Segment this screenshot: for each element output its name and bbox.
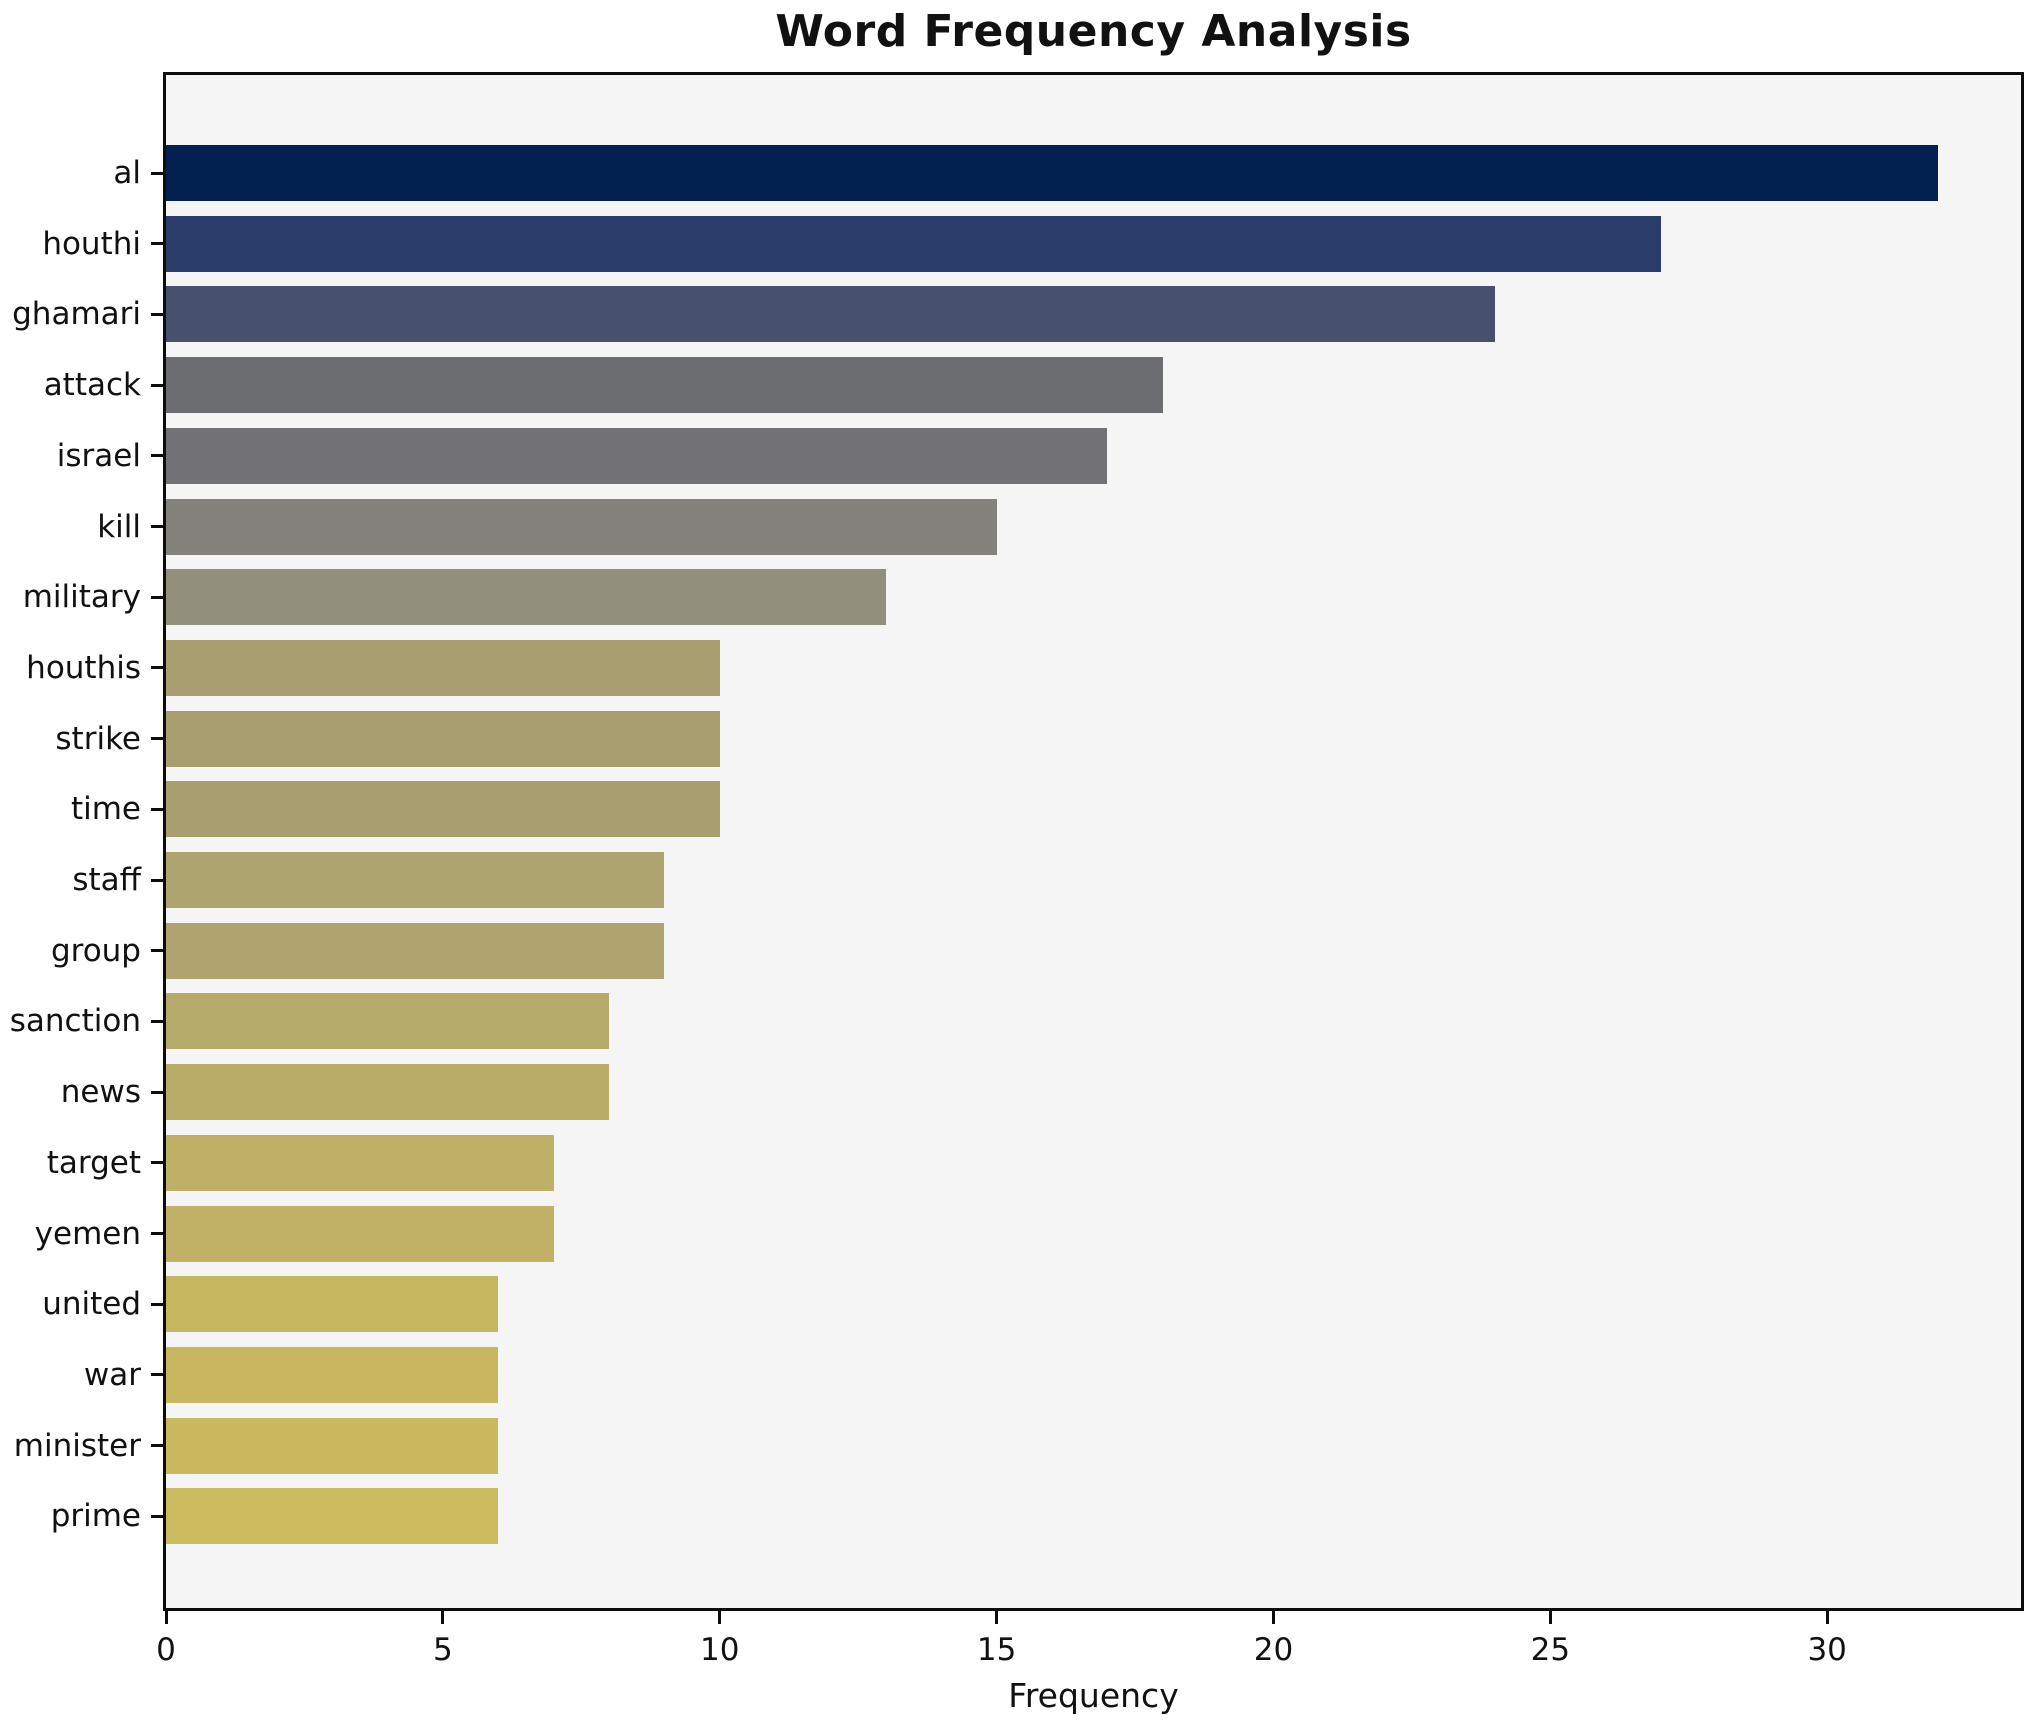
y-tick-label-ghamari: ghamari xyxy=(12,296,141,333)
bar-time xyxy=(166,781,720,838)
y-tick-label-houthis: houthis xyxy=(26,649,141,686)
y-tick-label-kill: kill xyxy=(97,508,141,545)
bar-houthi xyxy=(166,215,1662,272)
y-tick-mark xyxy=(151,1161,163,1165)
y-tick-label-military: military xyxy=(22,579,141,616)
x-axis-label: Frequency xyxy=(1008,1676,1179,1715)
y-tick-mark xyxy=(151,525,163,528)
y-tick-mark xyxy=(151,1444,163,1448)
bar-al xyxy=(166,145,1938,201)
y-tick-label-prime: prime xyxy=(50,1498,141,1535)
x-tick-label-5: 5 xyxy=(432,1632,453,1668)
bar-yemen xyxy=(166,1205,554,1262)
x-tick-mark xyxy=(1548,1611,1552,1624)
y-tick-label-sanction: sanction xyxy=(9,1003,141,1040)
y-tick-mark xyxy=(151,737,163,741)
y-tick-mark xyxy=(151,595,163,599)
bar-war xyxy=(166,1346,499,1403)
bar-minister xyxy=(166,1417,499,1474)
y-tick-mark xyxy=(151,312,163,316)
bar-target xyxy=(166,1134,554,1191)
y-tick-mark xyxy=(151,1090,163,1094)
y-tick-label-united: united xyxy=(42,1286,141,1323)
y-tick-label-yemen: yemen xyxy=(34,1215,141,1252)
y-tick-mark xyxy=(151,1019,163,1023)
x-tick-label-25: 25 xyxy=(1530,1632,1571,1668)
y-tick-label-war: war xyxy=(83,1356,141,1393)
y-tick-mark xyxy=(151,878,163,882)
x-tick-label-20: 20 xyxy=(1253,1632,1294,1668)
bar-news xyxy=(166,1064,609,1121)
y-tick-mark xyxy=(151,1302,163,1306)
x-tick-mark xyxy=(1271,1611,1275,1624)
y-tick-label-staff: staff xyxy=(72,862,141,898)
bar-staff xyxy=(166,852,665,908)
bar-israel xyxy=(166,427,1108,484)
chart-title: Word Frequency Analysis xyxy=(775,6,1412,57)
y-tick-mark xyxy=(151,807,163,811)
y-tick-label-al: al xyxy=(113,155,141,191)
y-tick-mark xyxy=(151,666,163,670)
bar-military xyxy=(166,569,886,626)
x-tick-mark xyxy=(1825,1611,1829,1624)
y-tick-mark xyxy=(151,454,163,458)
y-tick-mark xyxy=(151,1514,163,1518)
x-tick-mark xyxy=(718,1611,722,1624)
y-tick-label-target: target xyxy=(46,1144,141,1181)
y-tick-mark xyxy=(151,1373,163,1377)
bar-ghamari xyxy=(166,286,1495,343)
y-tick-label-news: news xyxy=(60,1074,141,1111)
bar-strike xyxy=(166,710,720,767)
x-tick-mark xyxy=(995,1611,999,1624)
x-tick-mark xyxy=(441,1611,445,1624)
bar-group xyxy=(166,922,665,979)
bar-prime xyxy=(166,1488,499,1545)
bar-houthis xyxy=(166,639,720,696)
y-tick-label-group: group xyxy=(50,932,141,969)
y-tick-label-attack: attack xyxy=(43,367,141,404)
y-tick-mark xyxy=(151,242,163,246)
y-tick-label-time: time xyxy=(70,791,141,828)
bar-sanction xyxy=(166,993,609,1050)
x-tick-label-0: 0 xyxy=(156,1632,176,1668)
y-tick-label-strike: strike xyxy=(55,720,141,757)
y-tick-mark xyxy=(151,171,163,175)
bar-kill xyxy=(166,498,997,555)
y-tick-label-minister: minister xyxy=(13,1427,141,1464)
x-tick-label-30: 30 xyxy=(1807,1632,1847,1668)
bar-attack xyxy=(166,357,1163,414)
x-tick-mark xyxy=(164,1611,168,1624)
y-tick-mark xyxy=(151,1232,163,1235)
y-tick-label-israel: israel xyxy=(56,437,141,474)
x-tick-label-15: 15 xyxy=(976,1632,1017,1668)
x-tick-label-10: 10 xyxy=(699,1632,740,1668)
y-tick-label-houthi: houthi xyxy=(42,225,141,262)
bar-united xyxy=(166,1276,499,1333)
y-tick-mark xyxy=(151,383,163,387)
y-tick-mark xyxy=(151,949,163,953)
